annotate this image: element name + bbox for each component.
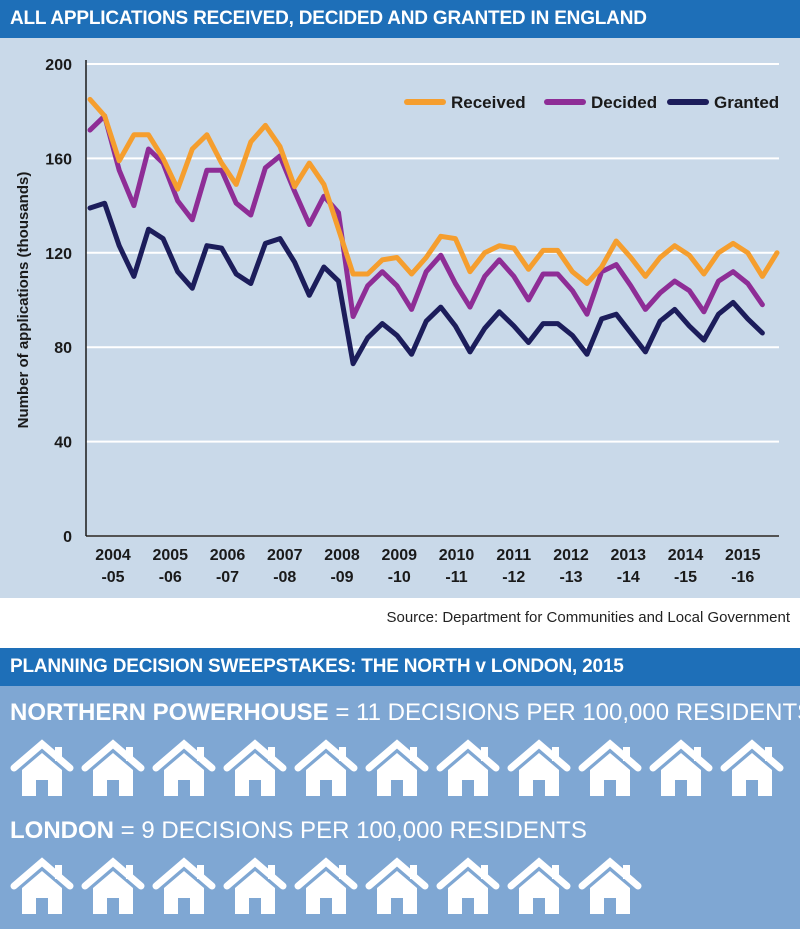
x-tick-label: 2008 xyxy=(324,547,360,564)
source-note: Source: Department for Communities and L… xyxy=(386,609,790,626)
london-headline: LONDON = 9 DECISIONS PER 100,000 RESIDEN… xyxy=(10,814,587,848)
house-icon xyxy=(294,857,358,914)
x-tick-label: -16 xyxy=(731,569,754,586)
legend-label-decided: Decided xyxy=(591,93,657,112)
x-tick-label: -14 xyxy=(617,569,640,586)
house-icon xyxy=(152,857,216,914)
x-tick-label: -13 xyxy=(559,569,582,586)
house-icon xyxy=(578,739,642,796)
y-axis-label: Number of applications (thousands) xyxy=(15,172,32,429)
x-tick-label: 2013 xyxy=(610,547,646,564)
y-tick-label: 40 xyxy=(54,435,72,452)
house-icon xyxy=(10,857,74,914)
house-icon xyxy=(81,739,145,796)
y-tick-label: 80 xyxy=(54,340,72,357)
house-icon xyxy=(507,739,571,796)
y-tick-label: 120 xyxy=(45,246,72,263)
series-line-decided xyxy=(87,113,765,319)
house-icon xyxy=(720,739,784,796)
sweepstakes-title: PLANNING DECISION SWEEPSTAKES: THE NORTH… xyxy=(0,648,800,686)
x-tick-label: 2006 xyxy=(210,547,246,564)
north-headline: NORTHERN POWERHOUSE = 11 DECISIONS PER 1… xyxy=(10,696,800,730)
house-icon xyxy=(507,857,571,914)
london-name: LONDON xyxy=(10,817,114,844)
london-rate: = 9 DECISIONS PER 100,000 RESIDENTS xyxy=(114,817,587,844)
house-icon xyxy=(436,739,500,796)
house-icon xyxy=(81,857,145,914)
x-tick-label: -15 xyxy=(674,569,697,586)
y-tick-label: 160 xyxy=(45,151,72,168)
north-name: NORTHERN POWERHOUSE xyxy=(10,699,329,726)
x-tick-label: 2005 xyxy=(152,547,188,564)
line-chart: 0 40 80 120 160 200 Number of applications (th… xyxy=(15,57,780,586)
house-icon xyxy=(152,739,216,796)
house-icon xyxy=(649,739,713,796)
x-tick-label: -06 xyxy=(159,569,182,586)
north-rate: = 11 DECISIONS PER 100,000 RESIDENTS xyxy=(328,699,800,726)
london-house-row xyxy=(10,857,642,914)
house-icon xyxy=(223,739,287,796)
legend-label-granted: Granted xyxy=(714,93,779,112)
house-icon xyxy=(10,739,74,796)
chart-title: ALL APPLICATIONS RECEIVED, DECIDED AND G… xyxy=(0,0,800,38)
north-house-row xyxy=(10,739,784,796)
x-tick-label: 2009 xyxy=(381,547,417,564)
x-tick-label: -09 xyxy=(330,569,353,586)
x-tick-label: -07 xyxy=(216,569,239,586)
x-tick-label: 2011 xyxy=(496,547,531,564)
house-icon xyxy=(578,857,642,914)
house-icon xyxy=(365,739,429,796)
y-tick-label: 0 xyxy=(63,529,72,546)
series-line-received xyxy=(87,96,780,286)
house-icon xyxy=(294,739,358,796)
x-tick-label: -11 xyxy=(445,569,467,586)
house-icon xyxy=(365,857,429,914)
x-tick-label: 2012 xyxy=(553,547,589,564)
x-tick-label: -08 xyxy=(273,569,296,586)
x-tick-label: 2007 xyxy=(267,547,303,564)
x-tick-label: -05 xyxy=(101,569,124,586)
house-icon xyxy=(436,857,500,914)
x-tick-label: 2010 xyxy=(439,547,475,564)
x-tick-label: -10 xyxy=(388,569,411,586)
house-icon xyxy=(223,857,287,914)
y-tick-label: 200 xyxy=(45,57,72,74)
x-tick-label: 2015 xyxy=(725,547,761,564)
x-tick-label: 2004 xyxy=(95,547,131,564)
x-tick-label: -12 xyxy=(502,569,525,586)
x-tick-label: 2014 xyxy=(668,547,704,564)
legend-label-received: Received xyxy=(451,93,526,112)
series-line-granted xyxy=(87,200,765,367)
